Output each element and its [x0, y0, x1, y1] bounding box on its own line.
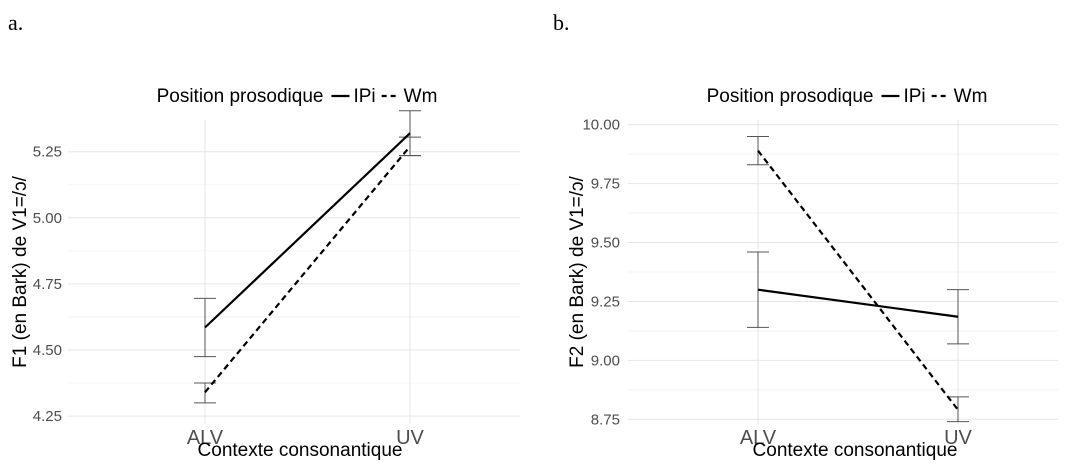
- y-tick-label: 4.50: [33, 342, 62, 359]
- x-axis-title: Contexte consonantique: [753, 440, 958, 461]
- y-tick-label: 9.75: [591, 176, 620, 193]
- y-tick-label: 9.00: [591, 352, 620, 369]
- x-axis-title: Contexte consonantique: [198, 440, 403, 461]
- legend-title: Position prosodique: [157, 86, 324, 107]
- legend-title: Position prosodique: [707, 86, 874, 107]
- legend-label: Wm: [954, 86, 988, 107]
- y-tick-label: 8.75: [591, 411, 620, 428]
- series-line-Wm: [757, 149, 959, 411]
- legend-label: Wm: [404, 86, 438, 107]
- y-tick-label: 9.50: [591, 235, 620, 252]
- legend-label: IPi: [353, 86, 375, 107]
- x-tick-label: ALV: [740, 427, 777, 449]
- y-tick-label: 10.00: [582, 117, 620, 134]
- y-tick-label: 9.25: [591, 293, 620, 310]
- series-line-Wm: [204, 145, 411, 393]
- legend: Position prosodique IPi Wm: [157, 86, 438, 107]
- chart-panel-b: b. 8.75 9.00 9.25 9.50 9.75 10.00 ALV UV Position…: [553, 10, 1058, 461]
- legend: Position prosodique IPi Wm: [707, 86, 988, 107]
- series-line-IPi: [757, 288, 959, 318]
- x-tick-label: ALV: [187, 427, 224, 449]
- y-tick-label: 4.75: [33, 276, 62, 293]
- y-tick-label: 5.25: [33, 144, 62, 161]
- y-axis-title: F1 (en Bark) de V1=/ɔ/: [10, 175, 31, 367]
- y-tick-label: 4.25: [33, 408, 62, 425]
- x-tick-label: UV: [944, 427, 972, 449]
- panel-letter: a.: [8, 10, 23, 35]
- y-tick-label: 5.00: [33, 210, 62, 227]
- legend-label: IPi: [903, 86, 925, 107]
- y-axis-title: F2 (en Bark) de V1=/ɔ/: [567, 175, 588, 367]
- chart-panel-a: a. 4.25 4.50 4.75 5.00 5.25 ALV UV Position pros…: [8, 10, 520, 461]
- panel-letter: b.: [553, 10, 570, 35]
- x-tick-label: UV: [396, 427, 424, 449]
- series-line-IPi: [204, 132, 411, 329]
